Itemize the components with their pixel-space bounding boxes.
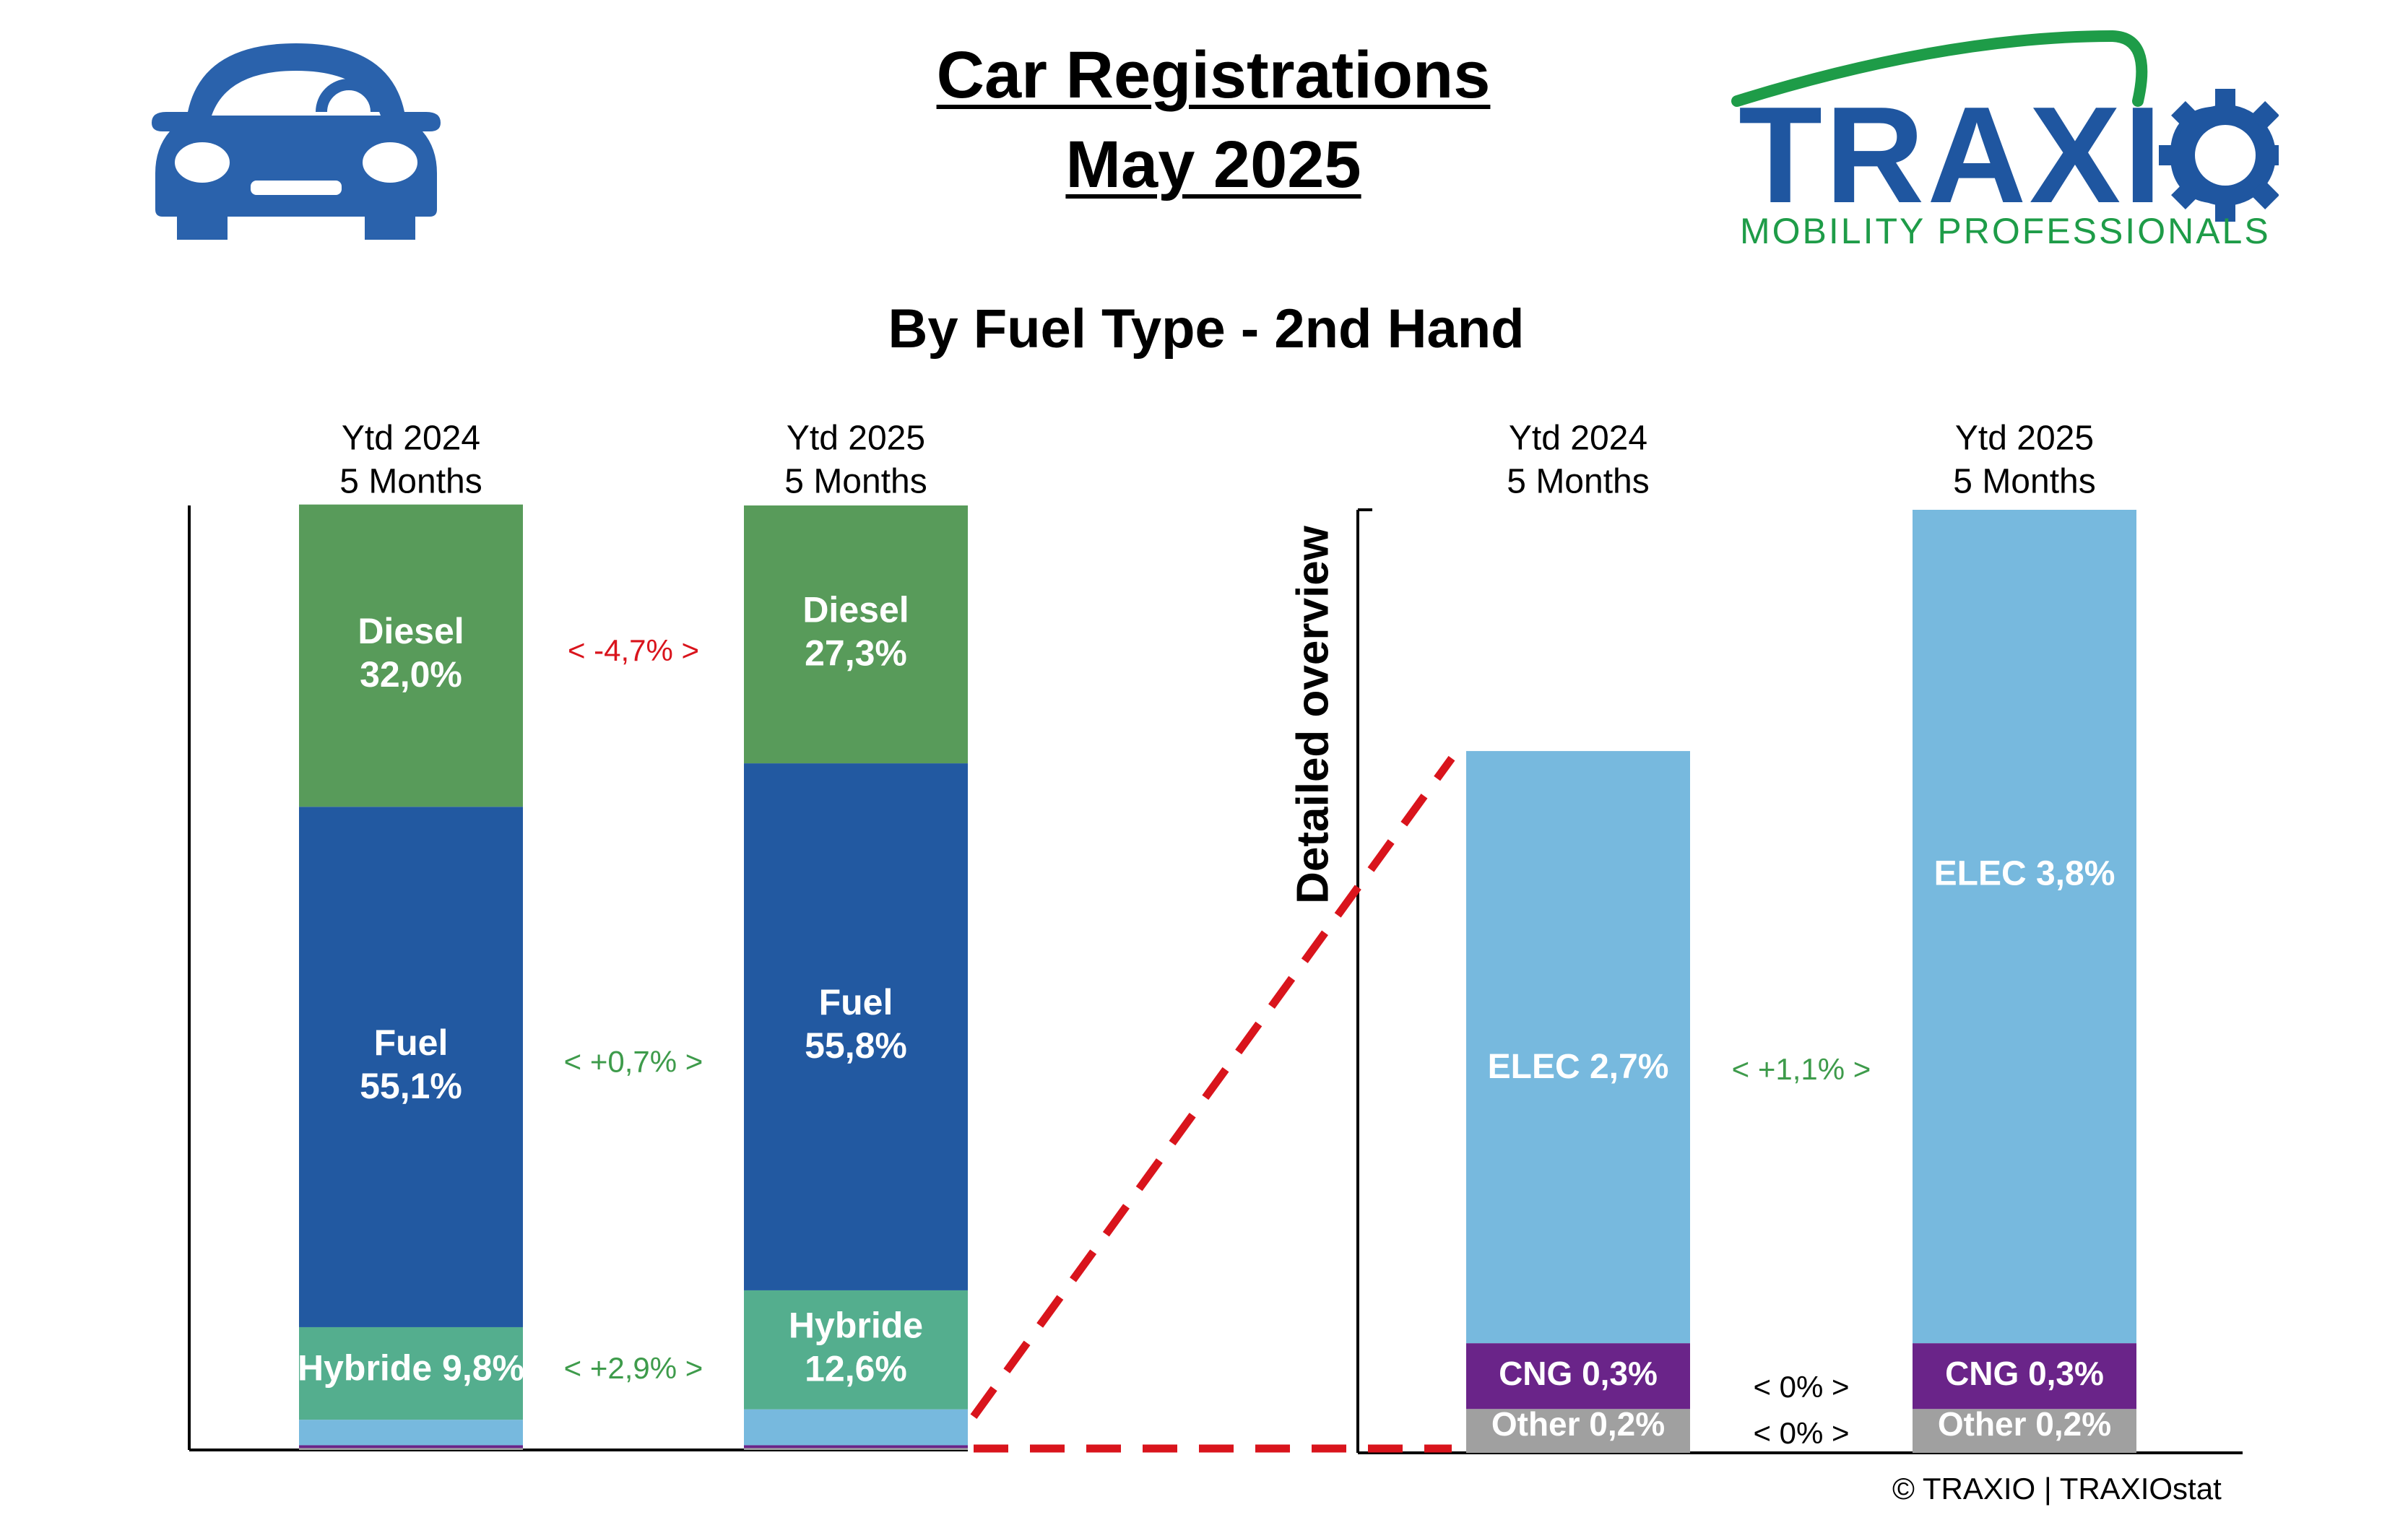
data-label: 32,0% (360, 654, 462, 695)
page-title: Car Registrations May 2025 (936, 38, 1491, 201)
detail-delta-elec: < +1,1% > (1732, 1052, 1871, 1086)
zoom-connector-top (970, 755, 1455, 1419)
detail-data-label: ELEC 2,7% (1488, 1048, 1669, 1086)
detail-delta-cng: < 0% > (1753, 1370, 1849, 1404)
bar-segment-diesel-1 (744, 505, 968, 764)
data-label: 12,6% (805, 1349, 907, 1389)
chart-subtitle: By Fuel Type - 2nd Hand (888, 298, 1525, 360)
main-category-label: Ytd 2025 (787, 420, 925, 458)
data-label: Fuel (819, 982, 893, 1022)
detail-category-label: 5 Months (1953, 463, 2095, 501)
detail-category-label: Ytd 2024 (1509, 420, 1647, 458)
bar-segment-fuel-0 (299, 807, 523, 1327)
bar-segment-hybride-1 (744, 1290, 968, 1410)
detail-bar-segment-other-1 (1913, 1409, 2136, 1453)
detail-data-label: CNG 0,3% (1945, 1355, 2104, 1392)
main-category-label: Ytd 2024 (342, 420, 480, 458)
detail-chart-title: Detailed overview (1288, 525, 1338, 904)
bar-segment-elec-0 (299, 1420, 523, 1446)
logo-tagline: MOBILITY PROFESSIONALS (1740, 211, 2271, 251)
detail-bar-segment-cng-1 (1913, 1343, 2136, 1410)
detail-bar-segment-elec-1 (1913, 510, 2136, 1344)
main-category-label: 5 Months (784, 463, 927, 501)
detail-category-label: Ytd 2025 (1955, 420, 2094, 458)
data-label: Diesel (358, 611, 464, 651)
detail-data-label: Other 0,2% (1938, 1405, 2111, 1443)
detail-delta-other: < 0% > (1753, 1416, 1849, 1450)
detail-bar-segment-other-0 (1466, 1409, 1690, 1453)
bar-segment-fuel-1 (744, 763, 968, 1290)
bar-segment-cng-0 (299, 1445, 523, 1449)
copyright: © TRAXIO | TRAXIOstat (1892, 1472, 2222, 1506)
detail-bar-segment-cng-0 (1466, 1343, 1690, 1410)
detail-data-label: Other 0,2% (1491, 1405, 1665, 1443)
data-label: Fuel (374, 1022, 449, 1063)
delta-diesel: < -4,7% > (568, 633, 699, 667)
car-icon (152, 43, 441, 240)
data-label: Diesel (802, 590, 909, 630)
logo-swoosh (1731, 30, 2148, 107)
bar-segment-cng-1 (744, 1445, 968, 1449)
data-label: 27,3% (805, 633, 907, 674)
bar-segment-elec-1 (744, 1409, 968, 1446)
delta-hybride: < +2,9% > (564, 1351, 703, 1385)
data-label: 55,1% (360, 1066, 462, 1106)
detail-data-label: ELEC 3,8% (1934, 855, 2115, 893)
detail-data-label: CNG 0,3% (1499, 1355, 1658, 1392)
data-label: Hybride 9,8% (298, 1347, 524, 1388)
bar-segment-other-0 (299, 1448, 523, 1450)
bar-segment-hybride-0 (299, 1326, 523, 1420)
gear-icon (2159, 89, 2279, 222)
bar-segment-other-1 (744, 1448, 968, 1450)
main-category-label: 5 Months (339, 463, 482, 501)
traxio-logo: TRAXIO MOBILITY PROFESSIONALS (1730, 22, 2279, 253)
data-label: Hybride (789, 1306, 923, 1346)
bar-segment-diesel-0 (299, 504, 523, 807)
delta-fuel: < +0,7% > (564, 1045, 703, 1079)
detail-category-label: 5 Months (1507, 463, 1649, 501)
detail-bar-segment-elec-0 (1466, 751, 1690, 1344)
data-label: 55,8% (805, 1025, 907, 1066)
